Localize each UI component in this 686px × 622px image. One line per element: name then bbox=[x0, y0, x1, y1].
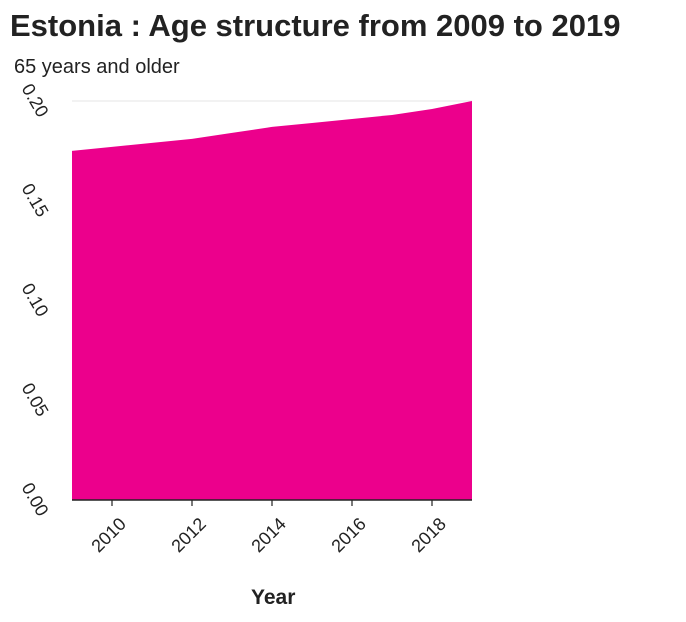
x-axis-label: Year bbox=[251, 586, 296, 609]
x-tick-label: 2012 bbox=[167, 514, 209, 556]
y-tick-label: 0.00 bbox=[18, 479, 53, 519]
y-tick-label: 0.15 bbox=[18, 180, 53, 220]
x-tick-label: 2014 bbox=[247, 514, 289, 556]
axes bbox=[72, 499, 472, 506]
area-series-fill bbox=[72, 101, 472, 500]
y-tick-label: 0.20 bbox=[18, 80, 53, 120]
x-tick-label: 2016 bbox=[327, 514, 369, 556]
x-tick-label: 2018 bbox=[407, 514, 449, 556]
y-tick-label: 0.10 bbox=[18, 280, 53, 320]
y-tick-label: 0.05 bbox=[18, 379, 53, 419]
series-label: 65 years and older bbox=[14, 56, 180, 78]
area-series bbox=[72, 101, 472, 500]
x-tick-label: 2010 bbox=[87, 514, 129, 556]
chart-title: Estonia : Age structure from 2009 to 201… bbox=[10, 8, 621, 43]
